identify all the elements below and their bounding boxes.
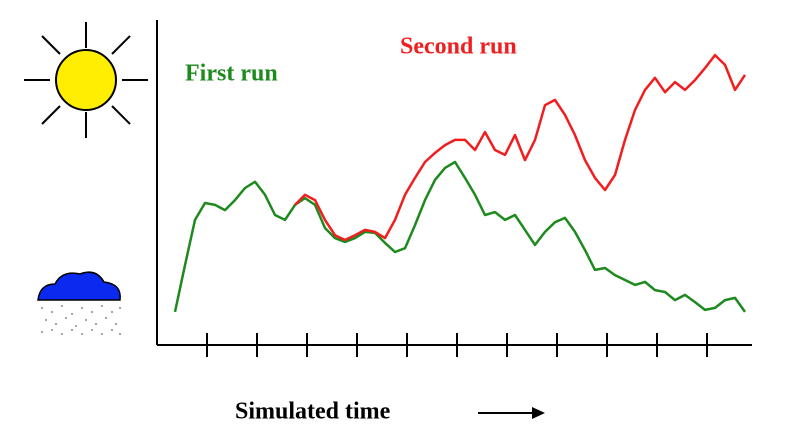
x-axis-arrow: [478, 407, 545, 419]
series-label: Second run: [400, 34, 517, 60]
series-label: First run: [185, 61, 278, 87]
series-line: [294, 53, 747, 242]
series-line: [173, 160, 747, 313]
sun-icon: [24, 22, 148, 138]
x-axis-label: Simulated time: [235, 399, 391, 425]
rain-cloud-icon: [36, 271, 124, 336]
